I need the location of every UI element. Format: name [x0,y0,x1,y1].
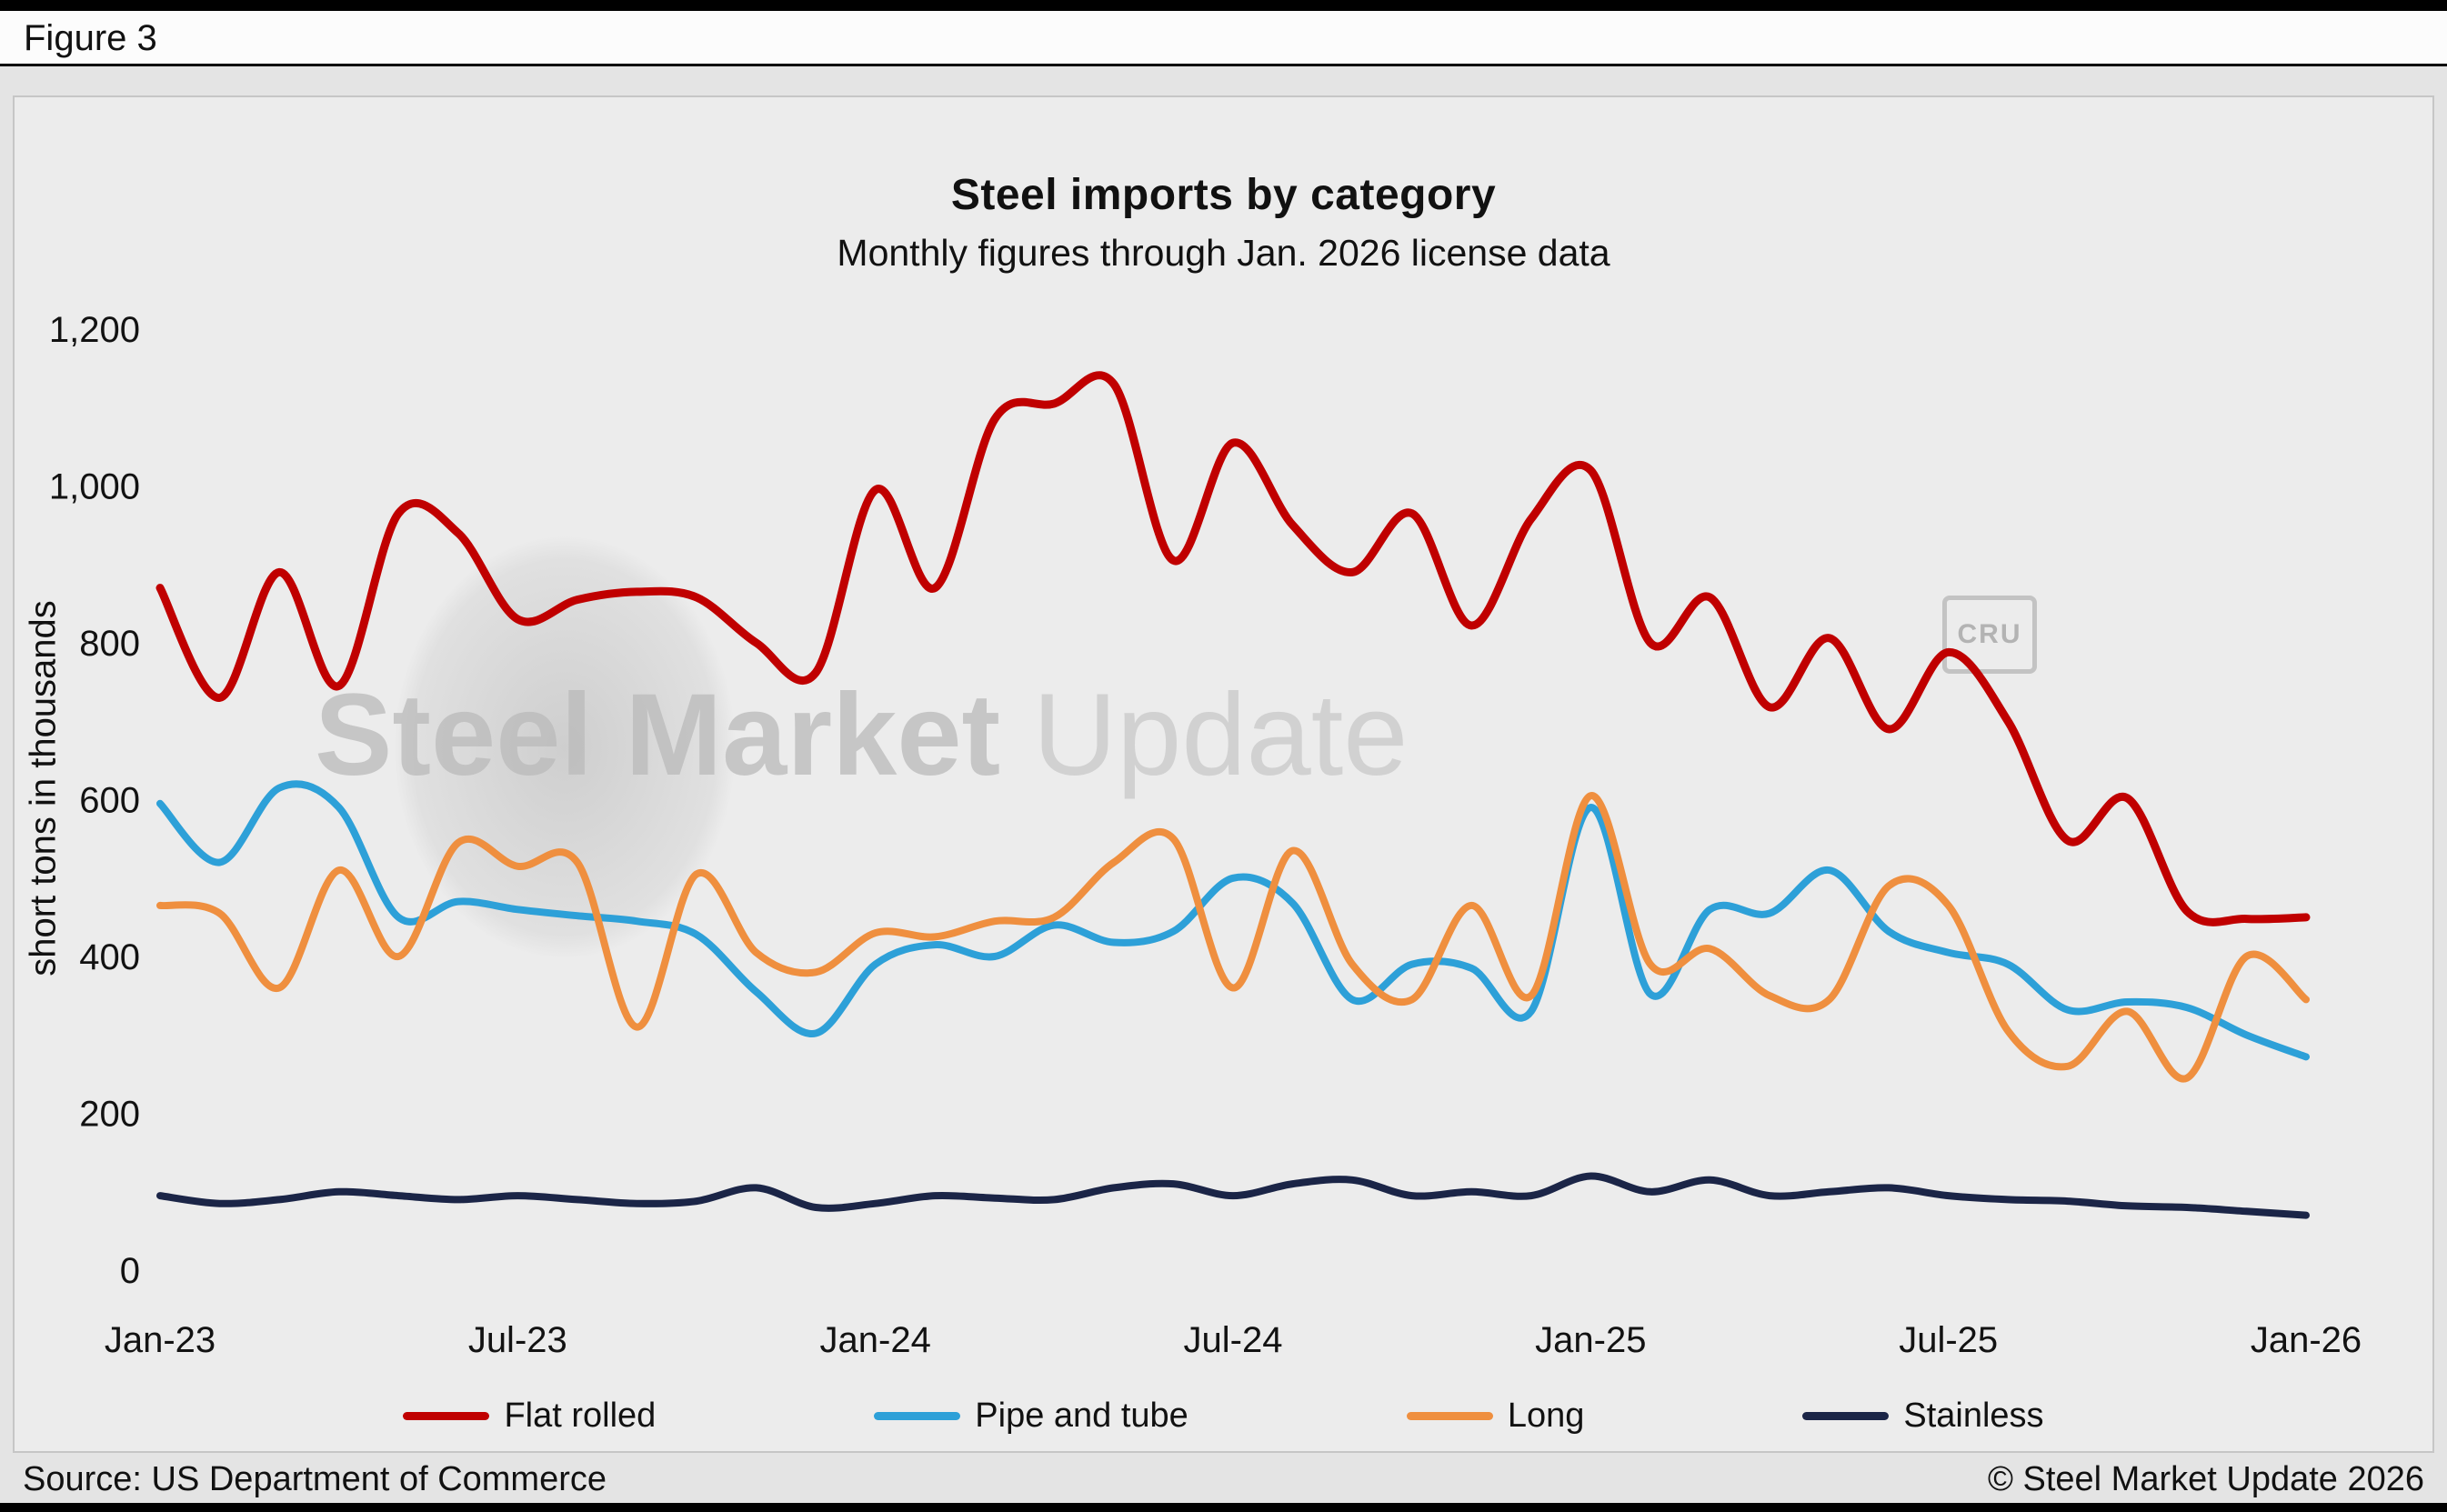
top-bar [0,0,2447,11]
legend-item: Flat rolled [403,1397,656,1436]
footer: Source: US Department of Commerce © Stee… [23,1460,2424,1499]
x-tick-label: Jan-24 [820,1320,931,1360]
x-tick-label: Jan-26 [2251,1320,2362,1360]
x-tick-label: Jul-24 [1184,1320,1283,1360]
series-line-stainless [156,1172,2310,1219]
x-tick-label: Jul-25 [1899,1320,1998,1360]
legend-label: Flat rolled [504,1396,657,1435]
y-tick-label: 200 [79,1095,140,1135]
legend: Flat rolled Pipe and tube Long Stainless [15,1393,2432,1438]
legend-swatch-long [1406,1411,1493,1420]
legend-swatch-flat-rolled [403,1411,490,1420]
legend-item: Stainless [1802,1396,2044,1436]
x-tick-label: Jan-25 [1535,1320,1646,1360]
y-tick-label: 1,000 [49,467,140,507]
y-tick-label: 1,200 [49,310,140,350]
y-tick-label: 0 [120,1251,140,1291]
series-line-pipe-and-tube [156,780,2310,1061]
x-tick-label: Jan-23 [105,1320,216,1360]
header: Figure 3 [0,11,2447,66]
legend-swatch-stainless [1802,1411,1890,1420]
chart-panel: Steel imports by category Monthly figure… [13,95,2434,1453]
legend-label: Pipe and tube [975,1396,1188,1435]
figure-label: Figure 3 [24,18,157,58]
chart-title: Steel imports by category [950,171,1497,219]
x-tick-label: Jul-23 [468,1320,567,1360]
chart-svg: 0 200 400 600 800 1,000 1,200 Jan-23 Jul-23 Jan-2… [49,310,2362,1360]
legend-swatch-pipe-and-tube [874,1411,961,1420]
series-line-flat-rolled [155,371,2311,926]
footer-source: Source: US Department of Commerce [23,1460,607,1498]
y-tick-label: 800 [79,624,140,664]
bottom-bar [0,1503,2447,1512]
footer-copyright: © Steel Market Update 2026 [1987,1460,2424,1498]
series-line-long [156,792,2310,1083]
legend-item: Long [1406,1396,1585,1436]
legend-label: Long [1507,1396,1585,1435]
legend-item: Pipe and tube [874,1397,1188,1436]
y-tick-label: 600 [79,781,140,821]
legend-label: Stainless [1903,1396,2044,1435]
y-tick-label: 400 [79,937,140,977]
chart-subtitle: Monthly figures through Jan. 2026 licens… [837,232,1610,274]
